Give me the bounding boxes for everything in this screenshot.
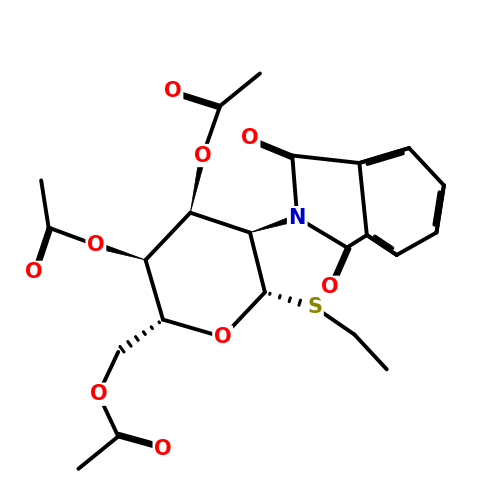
- Text: O: O: [320, 278, 338, 297]
- Polygon shape: [95, 242, 146, 260]
- Text: O: O: [194, 146, 212, 166]
- Text: N: N: [288, 208, 306, 228]
- Polygon shape: [250, 214, 298, 232]
- Text: O: O: [25, 262, 42, 282]
- Text: O: O: [90, 384, 107, 404]
- Text: O: O: [87, 235, 104, 255]
- Polygon shape: [190, 155, 206, 212]
- Text: O: O: [241, 128, 259, 148]
- Text: O: O: [164, 81, 182, 101]
- Text: O: O: [154, 439, 172, 459]
- Text: O: O: [214, 327, 232, 347]
- Text: S: S: [307, 297, 322, 317]
